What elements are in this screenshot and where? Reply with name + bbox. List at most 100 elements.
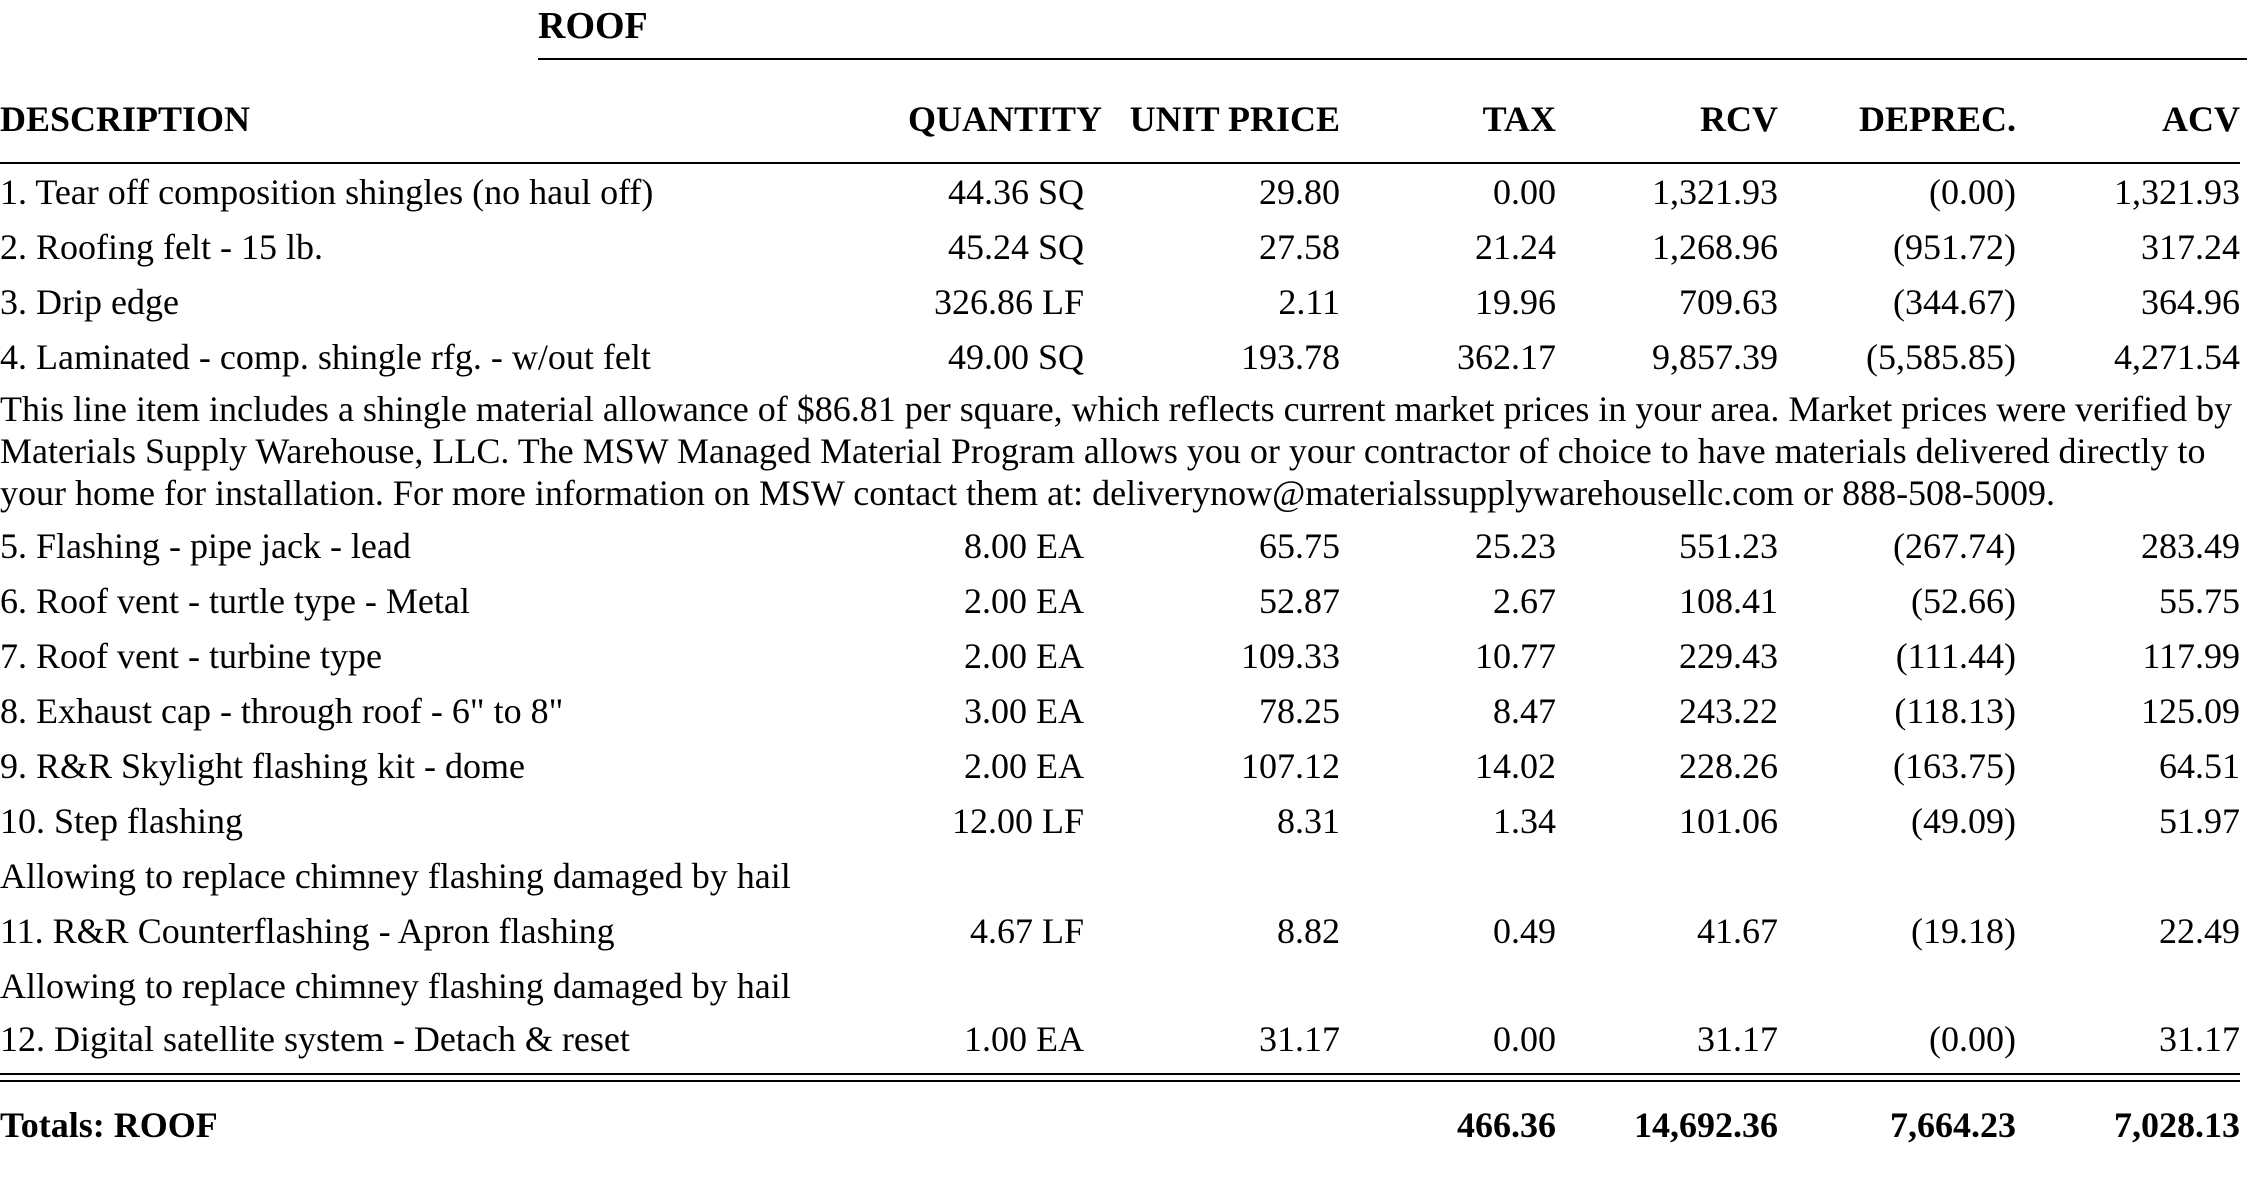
table-row: 11. R&R Counterflashing - Apron flashing… — [0, 903, 2240, 958]
item-unit-price: 2.11 — [1278, 281, 1340, 322]
column-header-deprec: DEPREC. — [1778, 98, 2016, 164]
item-deprec: (0.00) — [1929, 1019, 2016, 1059]
item-tax: 362.17 — [1457, 336, 1556, 377]
item-description: 6. Roof vent - turtle type - Metal — [0, 580, 470, 621]
item-rcv: 243.22 — [1679, 690, 1778, 731]
item-deprec: (19.18) — [1911, 910, 2016, 951]
table-row: 7. Roof vent - turbine type 2.00 EA 109.… — [0, 628, 2240, 683]
item-unit-price: 29.80 — [1259, 171, 1340, 212]
item-quantity: 2.00 EA — [964, 635, 1084, 676]
item-acv: 117.99 — [2142, 635, 2240, 676]
item-rcv: 9,857.39 — [1652, 336, 1778, 377]
item-quantity: 2.00 EA — [964, 580, 1084, 621]
note-row: Allowing to replace chimney flashing dam… — [0, 958, 2240, 1013]
item-unit-price: 107.12 — [1241, 745, 1340, 786]
line-items-table: DESCRIPTION QUANTITY UNIT PRICE TAX RCV … — [0, 98, 2240, 1065]
item-acv: 51.97 — [2159, 800, 2240, 841]
item-description: 8. Exhaust cap - through roof - 6" to 8" — [0, 690, 564, 731]
item-deprec: (118.13) — [1894, 690, 2016, 731]
item-unit-price: 8.31 — [1277, 800, 1340, 841]
item-quantity: 4.67 LF — [969, 910, 1084, 951]
note-row: This line item includes a shingle materi… — [0, 384, 2240, 518]
item-acv: 317.24 — [2141, 226, 2240, 267]
item-description: 2. Roofing felt - 15 lb. — [0, 226, 323, 267]
item-rcv: 229.43 — [1679, 635, 1778, 676]
item-unit-price: 31.17 — [1259, 1019, 1340, 1059]
item-unit-price: 52.87 — [1259, 580, 1340, 621]
item-quantity: 1.00 EA — [964, 1019, 1084, 1059]
table-row: 5. Flashing - pipe jack - lead 8.00 EA 6… — [0, 518, 2240, 573]
item-description: 11. R&R Counterflashing - Apron flashing — [0, 910, 615, 951]
item-quantity: 45.24 SQ — [947, 226, 1084, 267]
item-tax: 0.00 — [1493, 171, 1556, 212]
item-description: 4. Laminated - comp. shingle rfg. - w/ou… — [0, 336, 651, 377]
item-acv: 125.09 — [2141, 690, 2240, 731]
item-quantity: 12.00 LF — [951, 800, 1084, 841]
item-deprec: (163.75) — [1893, 745, 2016, 786]
item-deprec: (5,585.85) — [1866, 336, 2016, 377]
table-row: 1. Tear off composition shingles (no hau… — [0, 163, 2240, 219]
item-deprec: (49.09) — [1911, 800, 2016, 841]
item-rcv: 228.26 — [1679, 745, 1778, 786]
table-row: 9. R&R Skylight flashing kit - dome 2.00… — [0, 738, 2240, 793]
totals-deprec: 7,664.23 — [1890, 1105, 2016, 1145]
totals-acv: 7,028.13 — [2114, 1105, 2240, 1145]
table-row: 8. Exhaust cap - through roof - 6" to 8"… — [0, 683, 2240, 738]
item-rcv: 1,268.96 — [1652, 226, 1778, 267]
column-header-tax: TAX — [1340, 98, 1556, 164]
item-unit-price: 65.75 — [1259, 525, 1340, 566]
totals-row: Totals: ROOF 466.36 14,692.36 7,664.23 7… — [0, 1082, 2240, 1146]
item-tax: 0.00 — [1493, 1019, 1556, 1059]
item-rcv: 551.23 — [1679, 525, 1778, 566]
item-deprec: (111.44) — [1895, 635, 2016, 676]
item-rcv: 1,321.93 — [1652, 171, 1778, 212]
item-acv: 4,271.54 — [2114, 336, 2240, 377]
item-description: 5. Flashing - pipe jack - lead — [0, 525, 411, 566]
item-tax: 1.34 — [1493, 800, 1556, 841]
item-rcv: 108.41 — [1679, 580, 1778, 621]
item-tax: 19.96 — [1475, 281, 1556, 322]
item-deprec: (267.74) — [1893, 525, 2016, 566]
item-unit-price: 27.58 — [1259, 226, 1340, 267]
item-deprec: (344.67) — [1893, 281, 2016, 322]
item-acv: 364.96 — [2141, 281, 2240, 322]
item-description: 1. Tear off composition shingles (no hau… — [0, 171, 654, 212]
item-deprec: (52.66) — [1911, 580, 2016, 621]
table-row: 2. Roofing felt - 15 lb. 45.24 SQ 27.58 … — [0, 219, 2240, 274]
item-rcv: 101.06 — [1679, 800, 1778, 841]
item-description: 12. Digital satellite system - Detach & … — [0, 1019, 630, 1059]
table-row: 12. Digital satellite system - Detach & … — [0, 1013, 2240, 1065]
item-acv: 22.49 — [2159, 910, 2240, 951]
section-title: ROOF — [538, 5, 648, 47]
column-header-quantity: QUANTITY — [880, 98, 1102, 164]
item-note: This line item includes a shingle materi… — [0, 389, 2233, 513]
item-description: 9. R&R Skylight flashing kit - dome — [0, 745, 526, 786]
totals-table: Totals: ROOF 466.36 14,692.36 7,664.23 7… — [0, 1082, 2240, 1146]
item-unit-price: 78.25 — [1259, 690, 1340, 731]
totals-double-divider — [0, 1073, 2240, 1082]
estimate-report: DESCRIPTION QUANTITY UNIT PRICE TAX RCV … — [0, 98, 2240, 1146]
item-rcv: 31.17 — [1697, 1019, 1778, 1059]
table-row: 6. Roof vent - turtle type - Metal 2.00 … — [0, 573, 2240, 628]
item-unit-price: 109.33 — [1241, 635, 1340, 676]
item-unit-price: 193.78 — [1241, 336, 1340, 377]
item-tax: 2.67 — [1493, 580, 1556, 621]
totals-label: Totals: ROOF — [0, 1105, 218, 1145]
item-deprec: (0.00) — [1929, 171, 2016, 212]
item-tax: 14.02 — [1475, 745, 1556, 786]
totals-rcv: 14,692.36 — [1634, 1105, 1778, 1145]
item-acv: 283.49 — [2141, 525, 2240, 566]
item-quantity: 326.86 LF — [933, 281, 1084, 322]
table-row: 10. Step flashing 12.00 LF 8.31 1.34 101… — [0, 793, 2240, 848]
item-rcv: 709.63 — [1679, 281, 1778, 322]
item-tax: 25.23 — [1475, 525, 1556, 566]
item-description: 3. Drip edge — [0, 281, 179, 322]
item-quantity: 3.00 EA — [964, 690, 1084, 731]
item-tax: 21.24 — [1475, 226, 1556, 267]
item-acv: 31.17 — [2159, 1019, 2240, 1059]
item-note: Allowing to replace chimney flashing dam… — [0, 855, 791, 896]
section-divider — [538, 58, 2247, 60]
item-description: 7. Roof vent - turbine type — [0, 635, 382, 676]
item-description: 10. Step flashing — [0, 800, 243, 841]
item-quantity: 2.00 EA — [964, 745, 1084, 786]
